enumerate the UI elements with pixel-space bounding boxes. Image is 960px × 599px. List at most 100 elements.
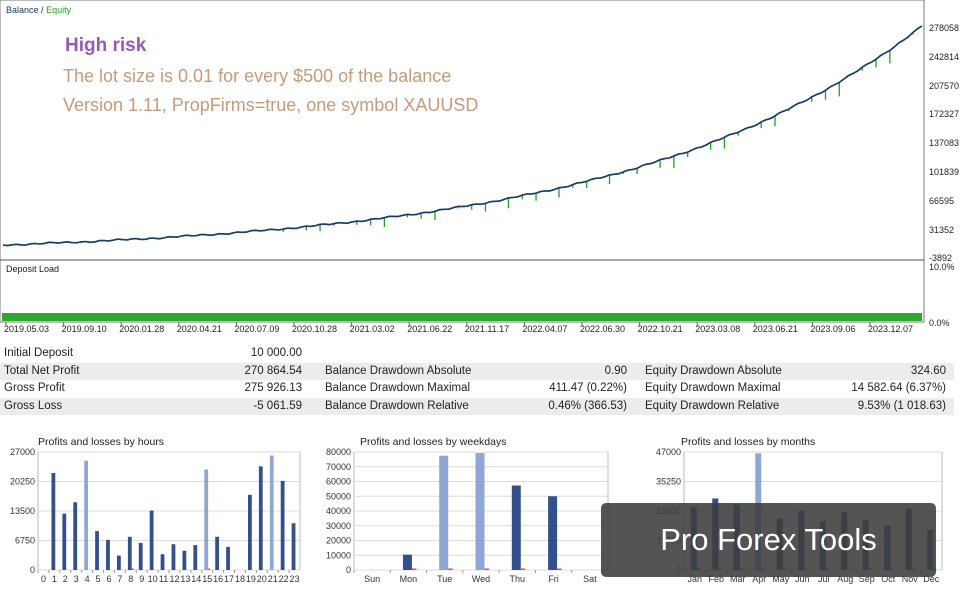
x-tick-label: 16 (213, 574, 223, 584)
y-tick-label: 31352 (929, 224, 955, 235)
report-stats-table: Initial Deposit 10 000.00 Total Net Prof… (0, 345, 954, 415)
profit-bar (215, 536, 220, 570)
y-tick-label: 66595 (929, 195, 955, 206)
profit-bar (160, 554, 165, 570)
stats-row: Total Net Profit 270 864.54 Balance Draw… (0, 362, 954, 380)
y-tick-label: 80000 (326, 447, 351, 457)
x-tick-label: 6 (106, 574, 111, 584)
y-tick-label: 278058 (929, 23, 960, 33)
profit-bar (439, 455, 449, 570)
x-tick-label: May (772, 574, 790, 584)
profit-bar (116, 555, 121, 570)
chart-title: Profits and losses by months (681, 436, 816, 448)
stat-value: 275 926.13 (244, 382, 302, 394)
profit-bar (291, 523, 296, 570)
x-tick-label: 19 (246, 574, 256, 584)
stat-label: Equity Drawdown Absolute (645, 364, 782, 377)
weekdays-chart-panel: Profits and losses by weekdays 80000 7000… (320, 432, 610, 592)
x-tick-label: Sun (364, 574, 380, 584)
x-tick-label: Sep (859, 574, 875, 584)
y-tick-label: 0 (30, 565, 35, 575)
x-tick-label: 18 (235, 574, 245, 584)
stat-label: Total Net Profit (4, 364, 80, 377)
chart-legend: Balance / Equity (6, 5, 71, 15)
y-tick-label: 10000 (326, 550, 351, 560)
y-tick-label: 172327 (929, 109, 960, 120)
profit-bar (280, 480, 285, 570)
x-tick-label: Dec (923, 574, 940, 584)
x-tick-label: 15 (202, 574, 212, 584)
x-tick-label: Fri (548, 574, 559, 584)
overlay-line-1: The lot size is 0.01 for every $500 of t… (63, 66, 452, 86)
balance-equity-chart: Balance / Equity High risk The lot size … (0, 0, 960, 334)
x-tick-label: 13 (180, 574, 190, 584)
legend-equity: Equity (46, 5, 72, 15)
x-tick-label: 1 (52, 574, 57, 584)
x-tick-label: 4 (85, 574, 90, 584)
stats-row: Gross Profit 275 926.13 Balance Drawdown… (0, 380, 954, 398)
y-tick-label: 20250 (10, 477, 35, 487)
chart-title: Profits and losses by weekdays (360, 436, 507, 448)
profit-bar (402, 554, 412, 570)
x-tick-label: 2020.10.28 (292, 324, 338, 334)
x-tick-label: 2 (63, 574, 68, 584)
profit-bar (226, 546, 230, 570)
deposit-tick-min: 0.0% (929, 318, 950, 328)
stat-label: Balance Drawdown Absolute (325, 364, 472, 377)
profit-bar (51, 472, 56, 570)
x-tick-label: 2022.04.07 (522, 324, 568, 334)
x-tick-label: 2023.06.21 (752, 324, 798, 334)
stats-row: Initial Deposit 10 000.00 (0, 345, 954, 363)
chart-title: Profits and losses by hours (38, 436, 165, 448)
profit-bar (204, 469, 209, 570)
profit-bar (62, 513, 67, 570)
x-tick-label: Apr (752, 574, 766, 584)
stat-label: Initial Deposit (4, 347, 74, 359)
x-tick-label: 2020.07.09 (234, 324, 280, 334)
y-tick-label: 137083 (929, 138, 960, 149)
profit-bar (193, 545, 198, 570)
x-tick-label: Mon (400, 574, 418, 584)
balance-equity-plot (0, 0, 925, 326)
x-tick-label: Feb (708, 574, 724, 584)
stat-value: 324.60 (910, 364, 946, 377)
x-tick-label: 12 (169, 574, 179, 584)
profit-bar (106, 539, 110, 570)
x-tick-label: 2022.10.21 (637, 324, 683, 334)
balance-line (2, 25, 923, 247)
profit-bar (149, 510, 154, 570)
x-tick-label: 2021.06.22 (407, 324, 453, 334)
stat-value: 0.46% (366.53) (548, 399, 627, 412)
x-tick-label: 2023.03.08 (695, 324, 741, 334)
stat-value: 14 582.64 (6.37%) (851, 382, 946, 394)
stat-label: Balance Drawdown Relative (325, 399, 469, 412)
y-tick-label: 47000 (656, 447, 681, 457)
x-tick-label: 21 (268, 574, 278, 584)
stat-label: Equity Drawdown Relative (645, 399, 780, 412)
profit-bar (258, 466, 263, 570)
profit-bar (84, 460, 89, 570)
profit-bar (548, 496, 558, 570)
x-tick-label: 20 (257, 574, 267, 584)
x-tick-label: 10 (148, 574, 158, 584)
x-tick-label: Nov (902, 574, 919, 584)
stat-value: 9.53% (1 018.63) (857, 399, 946, 412)
x-tick-label: 0 (41, 574, 46, 584)
stats-row: Gross Loss -5 061.59 Balance Drawdown Re… (0, 397, 954, 415)
y-tick-label: 50000 (326, 491, 351, 501)
x-tick-label: Sat (583, 574, 597, 584)
stat-value: -5 061.59 (253, 399, 302, 412)
profit-bar (171, 544, 176, 570)
profit-bar (475, 453, 485, 570)
overlay-line-2: Version 1.11, PropFirms=true, one symbol… (63, 95, 479, 115)
loss-bar (448, 568, 453, 570)
x-tick-label: 2021.03.02 (349, 324, 395, 334)
x-tick-label: 9 (139, 574, 144, 584)
x-tick-label: 2020.04.21 (176, 324, 222, 334)
chart-frame (0, 0, 925, 323)
stat-value: 10 000.00 (250, 347, 302, 359)
overlay-title: High risk (65, 35, 147, 56)
stat-label: Gross Loss (4, 399, 63, 412)
x-tick-label: 2023.12.07 (868, 324, 914, 334)
